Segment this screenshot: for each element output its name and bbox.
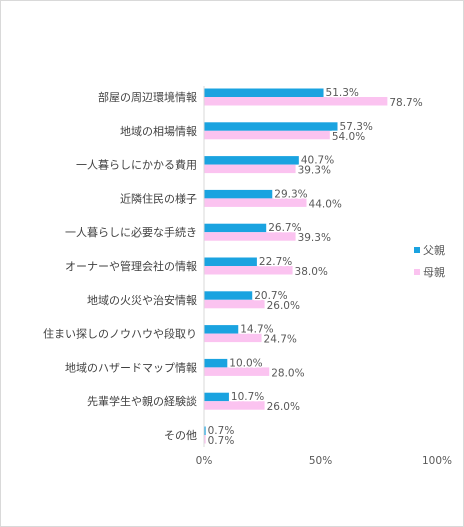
mother-value-label: 39.3% [298, 165, 331, 177]
father-value-label: 0.7% [208, 425, 235, 437]
father-bar [204, 88, 324, 97]
x-tick-label: 100% [422, 455, 452, 467]
mother-bar [204, 367, 270, 376]
father-bar [204, 291, 253, 300]
father-value-label: 26.7% [268, 222, 301, 234]
mother-value-label: 24.7% [264, 334, 297, 346]
mother-bar [204, 401, 265, 410]
mother-bar [204, 232, 296, 241]
category-label: 地域のハザードマップ情報 [65, 361, 197, 374]
category-label: 近隣住民の様子 [120, 191, 197, 205]
father-value-label: 57.3% [340, 121, 373, 133]
category-label: 一人暮らしに必要な手続き [65, 225, 197, 239]
father-value-label: 29.3% [274, 188, 307, 200]
father-bar [204, 122, 338, 131]
mother-bar [204, 266, 293, 275]
category-label: 地域の火災や治安情報 [87, 293, 197, 307]
mother-value-label: 78.7% [389, 97, 422, 109]
category-label: 地域の相場情報 [120, 125, 197, 138]
mother-bar [204, 435, 206, 444]
legend-label-father: 父親 [423, 244, 445, 257]
mother-value-label: 44.0% [309, 198, 342, 210]
mother-bar [204, 333, 262, 343]
mother-value-label: 26.0% [267, 401, 300, 413]
legend-swatch-father [414, 247, 420, 253]
father-bar [204, 392, 229, 402]
legend-label-mother: 母親 [423, 266, 445, 279]
x-tick-labels: 0% 50% 100% [196, 455, 452, 467]
father-bar [204, 257, 257, 266]
father-bar [204, 358, 228, 368]
category-labels: 部屋の周辺環境情報地域の相場情報一人暮らしにかかる費用近隣住民の様子一人暮らしに… [43, 90, 197, 442]
father-value-label: 51.3% [326, 87, 359, 99]
father-bar [204, 325, 239, 334]
mother-value-label: 26.0% [267, 300, 300, 312]
category-label: オーナーや管理会社の情報 [65, 259, 197, 273]
value-labels: 51.3%78.7%57.3%54.0%40.7%39.3%29.3%44.0%… [206, 86, 424, 449]
father-bar [204, 189, 273, 199]
mother-bar [204, 299, 265, 309]
category-label: 部屋の周辺環境情報 [98, 90, 197, 104]
father-value-label: 20.7% [254, 290, 287, 302]
mother-value-label: 28.0% [271, 367, 304, 379]
category-label: 一人暮らしにかかる費用 [76, 158, 197, 172]
x-tick-label: 50% [309, 455, 332, 467]
category-label: その他 [164, 429, 197, 442]
bars-layer [204, 88, 388, 444]
category-label: 住まい探しのノウハウや段取り [43, 327, 197, 341]
father-bar [204, 156, 299, 165]
mother-value-label: 54.0% [332, 131, 365, 143]
mother-bar [204, 97, 388, 106]
father-value-label: 10.7% [231, 391, 264, 403]
mother-value-label: 38.0% [295, 266, 328, 278]
category-label: 先輩学生や親の経験談 [87, 394, 197, 408]
mother-bar [204, 130, 330, 140]
father-bar [204, 426, 206, 435]
mother-bar [204, 164, 296, 174]
father-value-label: 14.7% [240, 324, 273, 336]
mother-bar [204, 198, 307, 207]
mother-value-label: 0.7% [208, 435, 235, 447]
father-bar [204, 223, 267, 233]
father-value-label: 40.7% [301, 155, 334, 167]
legend-swatch-mother [414, 269, 420, 275]
x-tick-label: 0% [196, 455, 213, 467]
father-value-label: 10.0% [229, 357, 262, 369]
mother-value-label: 39.3% [298, 232, 331, 244]
father-value-label: 22.7% [259, 256, 292, 268]
